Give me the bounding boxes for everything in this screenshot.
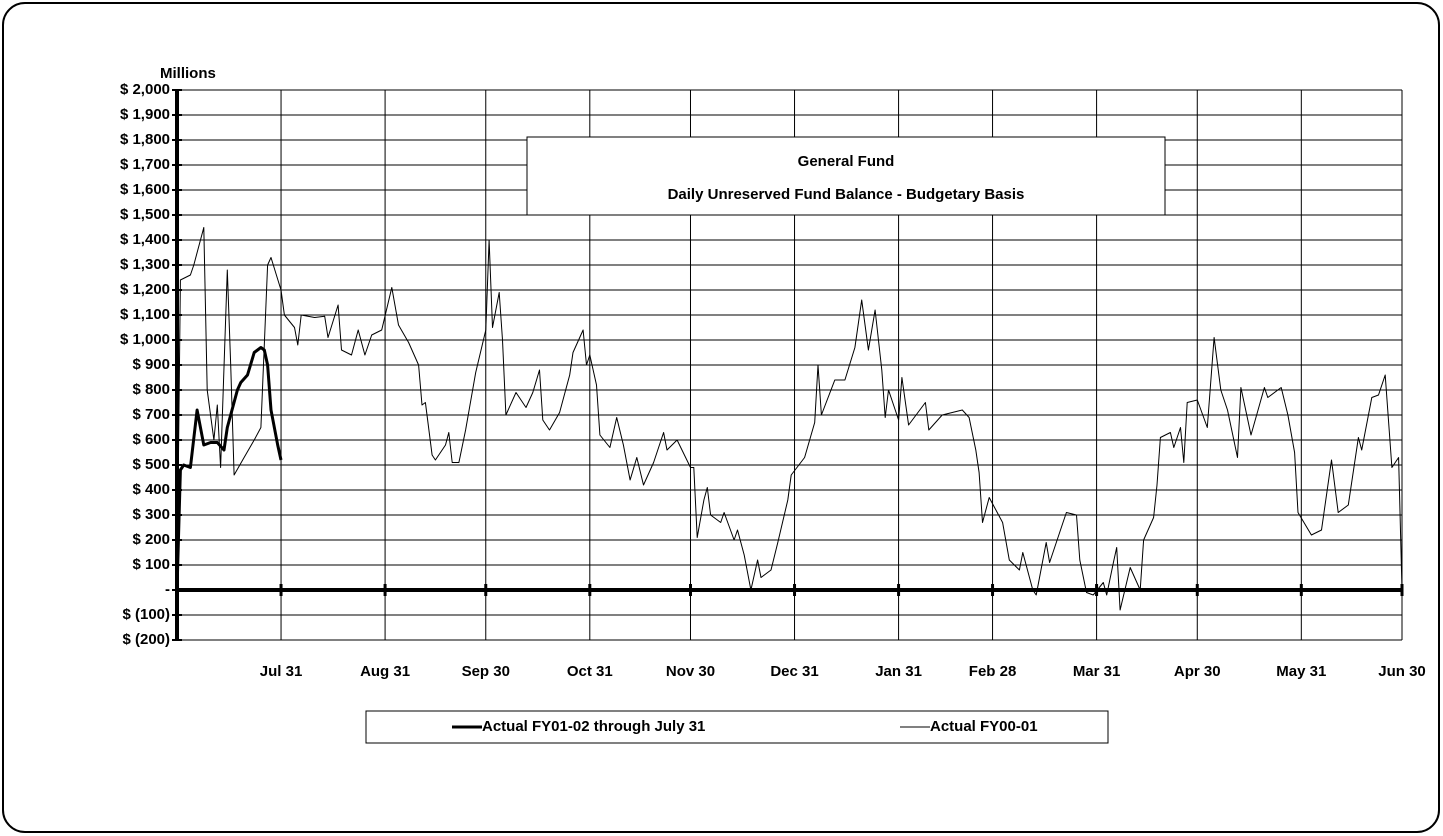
y-tick-label: $ 1,600 [120,181,170,198]
chart-subtitle: Daily Unreserved Fund Balance - Budgetar… [668,186,1025,203]
x-tick-label: Mar 31 [1073,663,1121,680]
x-tick-label: Jan 31 [875,663,922,680]
y-tick-label: $ 1,000 [120,331,170,348]
y-tick-label: $ 1,800 [120,131,170,148]
y-tick-label: $ 400 [132,481,170,498]
y-tick-label: $ 1,400 [120,231,170,248]
y-tick-label: $ 900 [132,356,170,373]
x-tick-label: Sep 30 [462,663,510,680]
y-tick-label: $ 1,900 [120,106,170,123]
x-tick-label: Nov 30 [666,663,715,680]
y-tick-label: $ 1,200 [120,281,170,298]
chart-title: General Fund [798,153,895,170]
y-tick-label: $ 1,700 [120,156,170,173]
legend-items: Actual FY01-02 through July 31 Actual FY0… [452,718,1038,735]
legend-label: Actual FY01-02 through July 31 [482,718,705,735]
x-tick-label: Apr 30 [1174,663,1221,680]
y-tick-label: $ 600 [132,431,170,448]
y-tick-label: $ 800 [132,381,170,398]
legend-label: Actual FY00-01 [930,718,1038,735]
y-tick-label: $ 100 [132,556,170,573]
y-tick-label: $ 700 [132,406,170,423]
x-tick-label: Dec 31 [770,663,818,680]
series-line [176,227,1403,611]
y-tick-label: $ 300 [132,506,170,523]
y-tick-label: $ 1,500 [120,206,170,223]
y-tick-label: $ 1,100 [120,306,170,323]
title-box [526,136,1166,216]
y-tick-label: - [165,581,170,598]
y-tick-label: $ (100) [122,606,170,623]
y-axis-label: Millions [160,65,216,82]
lines [175,227,1403,611]
x-tick-label: Oct 31 [567,663,613,680]
x-tick-label: May 31 [1276,663,1326,680]
y-tick-label: $ 2,000 [120,81,170,98]
x-tick-label: Feb 28 [969,663,1017,680]
legend [365,710,1109,744]
y-tick-label: $ 500 [132,456,170,473]
x-tick-label: Jul 31 [260,663,303,680]
x-tick-label: Aug 31 [360,663,410,680]
x-tick-label: Jun 30 [1378,663,1426,680]
y-tick-label: $ (200) [122,631,170,648]
y-tick-label: $ 200 [132,531,170,548]
axes: $ (200) $ (100) - $ 100 $ 200 $ 300 $ 400 $ 500… [120,81,1426,680]
y-tick-label: $ 1,300 [120,256,170,273]
